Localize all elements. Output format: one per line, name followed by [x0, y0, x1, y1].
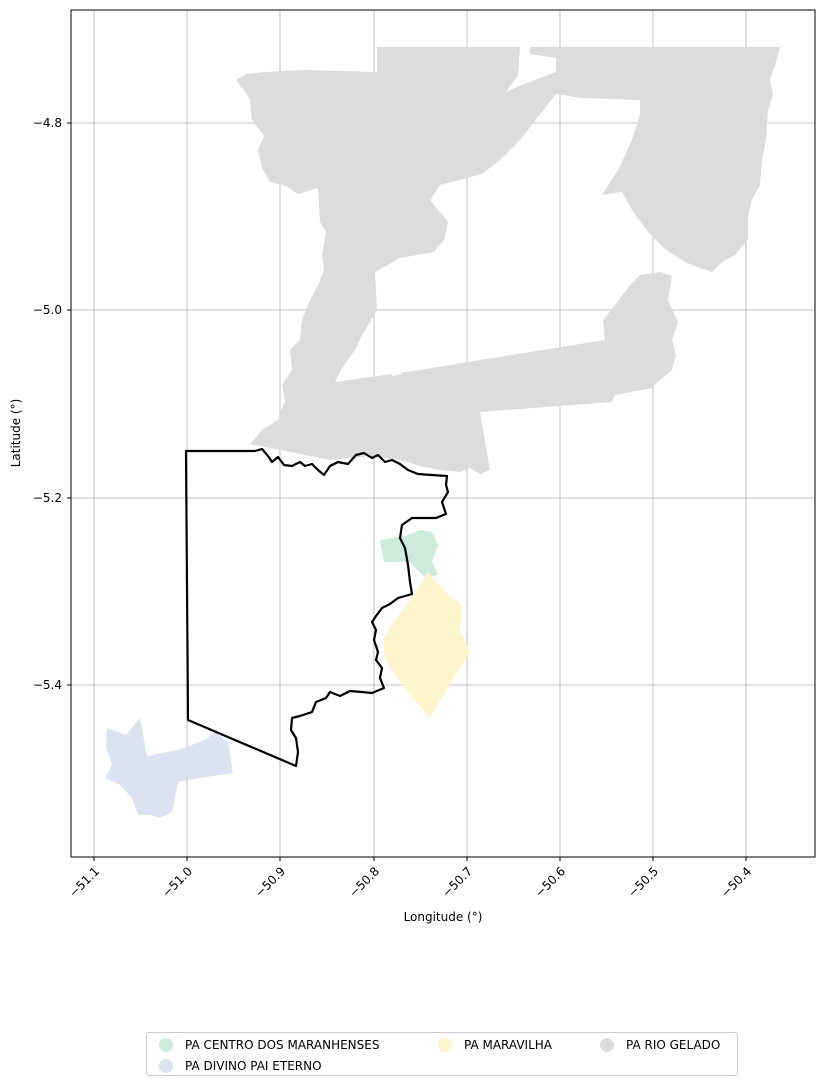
x-tick-label-4: −50.8	[346, 864, 382, 900]
legend-label: PA DIVINO PAI ETERNO	[185, 1059, 322, 1073]
y-tick-label-1: −4.8	[33, 116, 62, 130]
y-axis-title: Latitude (°)	[9, 399, 23, 468]
x-tick-label-7: −50.5	[625, 864, 661, 900]
region-pa-maravilha	[383, 572, 470, 718]
legend-label: PA MARAVILHA	[464, 1038, 553, 1052]
legend-label: PA CENTRO DOS MARANHENSES	[185, 1038, 380, 1052]
legend-item-divino-pai-eterno: PA DIVINO PAI ETERNO	[159, 1056, 322, 1076]
legend-swatch-yellow	[438, 1038, 452, 1052]
tick-marks	[67, 122, 747, 861]
region-pa-rio-gelado	[236, 47, 780, 474]
axes-frame	[70, 9, 816, 858]
legend-swatch-lavender	[159, 1059, 173, 1073]
region-pa-centro-dos-maranhenses	[380, 530, 438, 578]
legend-swatch-green	[159, 1038, 173, 1052]
x-tick-label-8: −50.4	[718, 864, 754, 900]
x-tick-label-1: −51.1	[66, 864, 102, 900]
legend: PA CENTRO DOS MARANHENSES PA DIVINO PAI …	[146, 1032, 738, 1076]
legend-item-rio-gelado: PA RIO GELADO	[600, 1035, 720, 1055]
region-pa-divino-pai-eterno	[105, 718, 233, 818]
x-tick-label-2: −51.0	[159, 864, 195, 900]
x-tick-label-5: −50.7	[439, 864, 475, 900]
legend-swatch-grey	[600, 1038, 614, 1052]
region-pa-rio-gelado-notch	[392, 356, 402, 376]
x-tick-label-3: −50.9	[252, 864, 288, 900]
legend-label: PA RIO GELADO	[626, 1038, 721, 1052]
x-axis-title: Longitude (°)	[404, 910, 483, 924]
y-tick-label-2: −5.0	[33, 303, 62, 317]
y-tick-label-4: −5.4	[33, 678, 62, 692]
legend-item-maravilha: PA MARAVILHA	[438, 1035, 552, 1055]
legend-item-centro-dos-maranhenses: PA CENTRO DOS MARANHENSES	[159, 1035, 379, 1055]
y-tick-label-3: −5.2	[33, 491, 62, 505]
study-area-boundary	[184, 447, 450, 768]
x-tick-label-6: −50.6	[532, 864, 568, 900]
